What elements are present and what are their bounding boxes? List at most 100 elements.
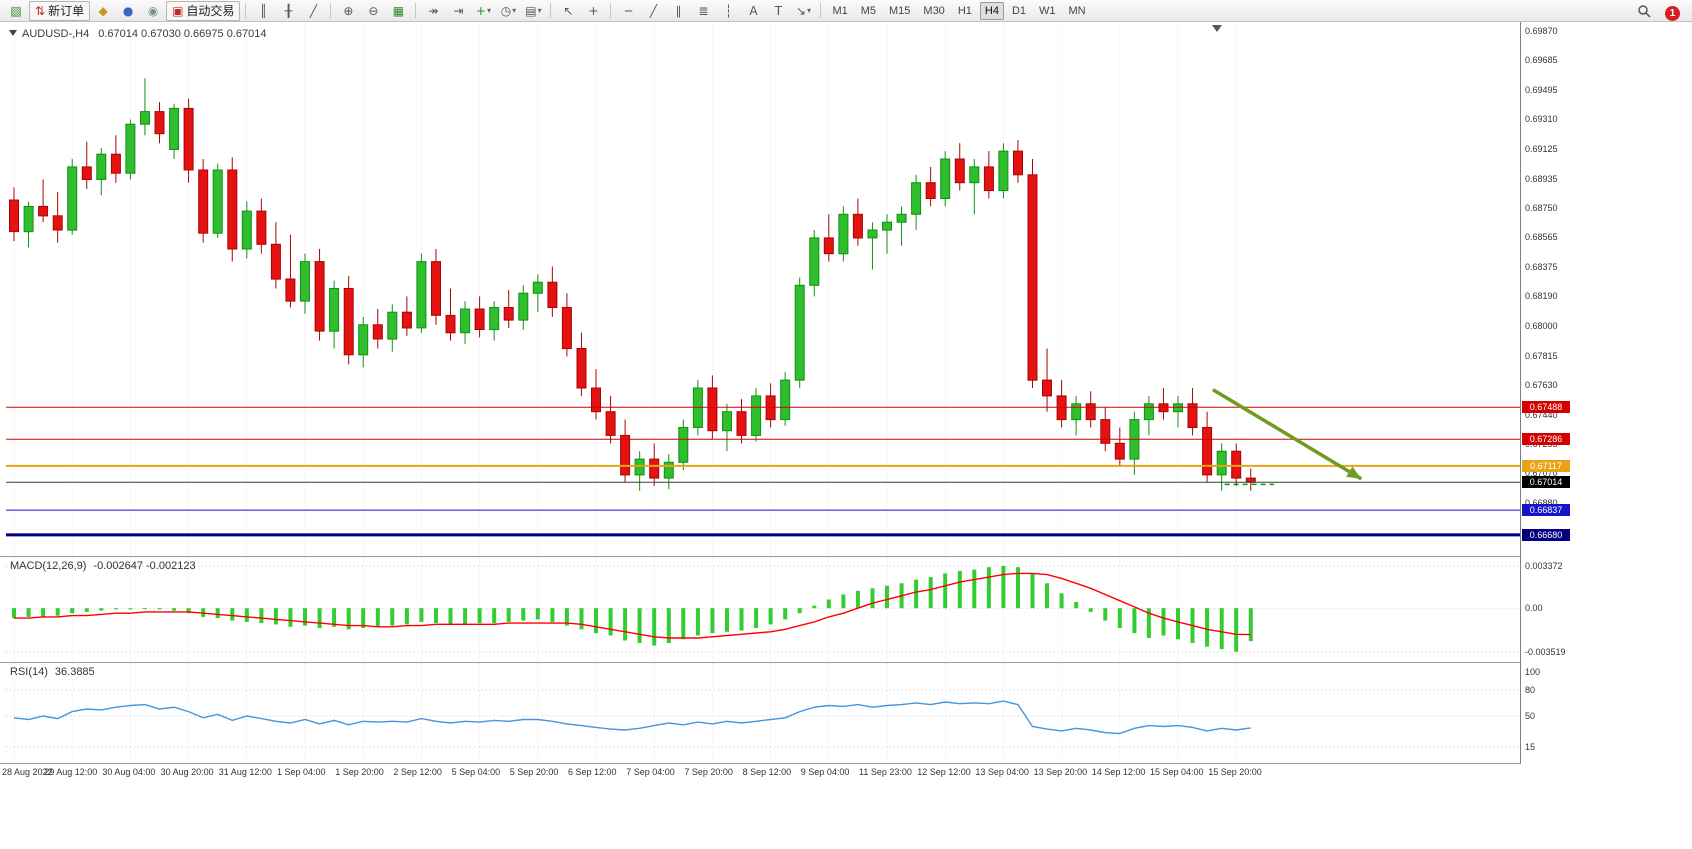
time-axis-label: 31 Aug 12:00 [218, 767, 272, 777]
timeframe-button-M15[interactable]: M15 [889, 4, 911, 17]
chart-shift-button[interactable]: ⇥ [446, 1, 470, 21]
toolbar-separator [415, 3, 417, 18]
time-axis[interactable]: 28 Aug 2022 29 Aug 12:00 30 Aug 04:00 30 Au… [0, 766, 1520, 782]
arrows-button[interactable]: ↘ ▾ [791, 1, 815, 21]
candlestick-chart-icon: ╂ [284, 3, 293, 18]
time-axis-label: 30 Aug 20:00 [160, 767, 214, 777]
rsi-value: 36.3885 [54, 666, 95, 678]
timeframe-button-H4[interactable]: H4 [979, 1, 1004, 20]
macd-values: -0.002647 -0.002123 [93, 560, 196, 572]
macd-canvas[interactable] [6, 557, 1520, 661]
axis-label: 0.67070 [1525, 468, 1558, 479]
axis-label: 0.003372 [1525, 561, 1563, 572]
zoom-in-button[interactable]: ⊕ [336, 1, 360, 21]
tile-windows-button[interactable]: ▦ [386, 1, 410, 21]
axis-label: 0.68565 [1525, 232, 1558, 243]
timeframe-button-W1[interactable]: W1 [1039, 4, 1056, 17]
templates-icon: ▤ [525, 3, 537, 18]
cycle-lines-button[interactable]: ┆ [716, 1, 740, 21]
trendline-button[interactable]: ╱ [641, 1, 665, 21]
zoom-out-button[interactable]: ⊖ [361, 1, 385, 21]
periods-dropdown-caret[interactable]: ▾ [512, 6, 517, 15]
terminal-button[interactable]: ◉ [141, 1, 165, 21]
timeframe-button-MN[interactable]: MN [1068, 4, 1086, 17]
chart-shift-marker[interactable] [1212, 25, 1222, 32]
chart-symbol-label: AUDUSD-,H4 [22, 28, 90, 40]
auto-scroll-button[interactable]: ↠ [421, 1, 445, 21]
text-label-button[interactable]: T [766, 1, 790, 21]
timeframe-button-H1[interactable]: H1 [957, 4, 972, 17]
price-line-label: 0.66680 [1522, 528, 1570, 541]
auto-scroll-icon: ↠ [428, 3, 439, 18]
templates-button[interactable]: ▤ ▾ [521, 1, 545, 21]
search-icon [1637, 4, 1651, 23]
price-line-label: 0.67117 [1522, 459, 1570, 472]
rsi-indicator-label: RSI(14) 36.3885 [10, 666, 95, 678]
macd-name: MACD(12,26,9) [10, 560, 87, 572]
axis-label: 80 [1525, 684, 1536, 695]
axis-label: 0.67440 [1525, 409, 1558, 420]
axis-label: 0.69310 [1525, 114, 1558, 125]
one-click-trading-toggle[interactable] [9, 30, 17, 36]
time-axis-label: 14 Sep 12:00 [1091, 767, 1146, 777]
panel-divider[interactable] [0, 662, 1568, 663]
time-axis-label: 7 Sep 20:00 [684, 767, 733, 777]
toolbar-buttons: ▧ ⇅ 新订单 ◆ ● ◉ ▣ 自动交易 ║ ╂ ╱ ⊕ ⊖ ▦ ↠ ⇥ + ▾ ◷ ▾ ▤ ▾ ↖ + ─ ╱ ∥ ≣ ┆ A T ↘ ▾ M1… [4, 0, 1092, 21]
rsi-canvas[interactable] [6, 663, 1520, 762]
channel-icon: ∥ [675, 3, 682, 18]
market-watch-button[interactable]: ◆ [91, 1, 115, 21]
autotrading-button[interactable]: ▣ 自动交易 [166, 0, 241, 21]
axis-label: 50 [1525, 711, 1536, 721]
timeframe-button-M1[interactable]: M1 [832, 4, 848, 17]
price-axis[interactable]: 0.69870 0.69685 0.69495 0.69310 0.69125 0.689… [1520, 22, 1583, 764]
timeframe-button-M30[interactable]: M30 [923, 4, 945, 17]
indicators-dropdown-caret[interactable]: ▾ [486, 6, 491, 15]
templates-dropdown-caret[interactable]: ▾ [537, 6, 542, 15]
time-axis-label: 9 Sep 04:00 [800, 767, 850, 777]
crosshair-button[interactable]: + [581, 1, 605, 21]
new-chart-button[interactable]: ▧ [4, 1, 28, 21]
navigator-button[interactable]: ● [116, 1, 140, 21]
channel-button[interactable]: ∥ [666, 1, 690, 21]
candlestick-chart-button[interactable]: ╂ [276, 1, 300, 21]
search-button[interactable] [1632, 3, 1656, 23]
line-chart-icon: ╱ [309, 3, 318, 18]
time-axis-label: 11 Sep 23:00 [859, 767, 912, 777]
text-label-icon: T [774, 3, 783, 18]
bar-chart-button[interactable]: ║ [251, 1, 275, 21]
time-axis-label: 8 Sep 12:00 [742, 767, 792, 777]
axis-label: 0.67630 [1525, 379, 1558, 390]
time-axis-label: 6 Sep 12:00 [568, 767, 617, 777]
time-axis-label: 28 Aug 2022 [2, 767, 53, 777]
time-axis-label: 29 Aug 12:00 [44, 767, 98, 777]
toolbar-separator [245, 3, 247, 18]
text-icon: A [749, 3, 758, 18]
zoom-in-icon: ⊕ [343, 3, 354, 18]
axis-label: 0.69685 [1525, 55, 1558, 66]
timeframe-button-D1[interactable]: D1 [1011, 4, 1026, 17]
timeframe-button-M5[interactable]: M5 [860, 4, 876, 17]
text-button[interactable]: A [741, 1, 765, 21]
fibonacci-button[interactable]: ≣ [691, 1, 715, 21]
toolbar-separator [820, 3, 822, 18]
horizontal-line-button[interactable]: ─ [616, 1, 640, 21]
cursor-button[interactable]: ↖ [556, 1, 580, 21]
axis-label: 0.66880 [1525, 498, 1558, 508]
indicators-button[interactable]: + ▾ [471, 1, 495, 21]
main-chart-canvas[interactable] [6, 25, 1520, 555]
autotrading-label: 自动交易 [186, 4, 235, 18]
horizontal-line-icon: ─ [624, 3, 633, 18]
new-order-button[interactable]: ⇅ 新订单 [29, 0, 91, 21]
panel-divider[interactable] [0, 556, 1568, 557]
time-axis-label: 13 Sep 04:00 [975, 767, 1029, 777]
line-chart-button[interactable]: ╱ [301, 1, 325, 21]
arrows-dropdown-caret[interactable]: ▾ [806, 6, 811, 15]
panel-divider [0, 763, 1568, 764]
time-axis-label: 13 Sep 20:00 [1033, 767, 1088, 777]
notification-badge[interactable]: 1 [1665, 5, 1680, 21]
zoom-out-icon: ⊖ [368, 3, 379, 18]
periods-button[interactable]: ◷ ▾ [496, 1, 520, 21]
market-watch-icon: ◆ [98, 3, 108, 18]
time-axis-label: 30 Aug 04:00 [102, 767, 156, 777]
axis-label: 0.69870 [1525, 26, 1558, 36]
